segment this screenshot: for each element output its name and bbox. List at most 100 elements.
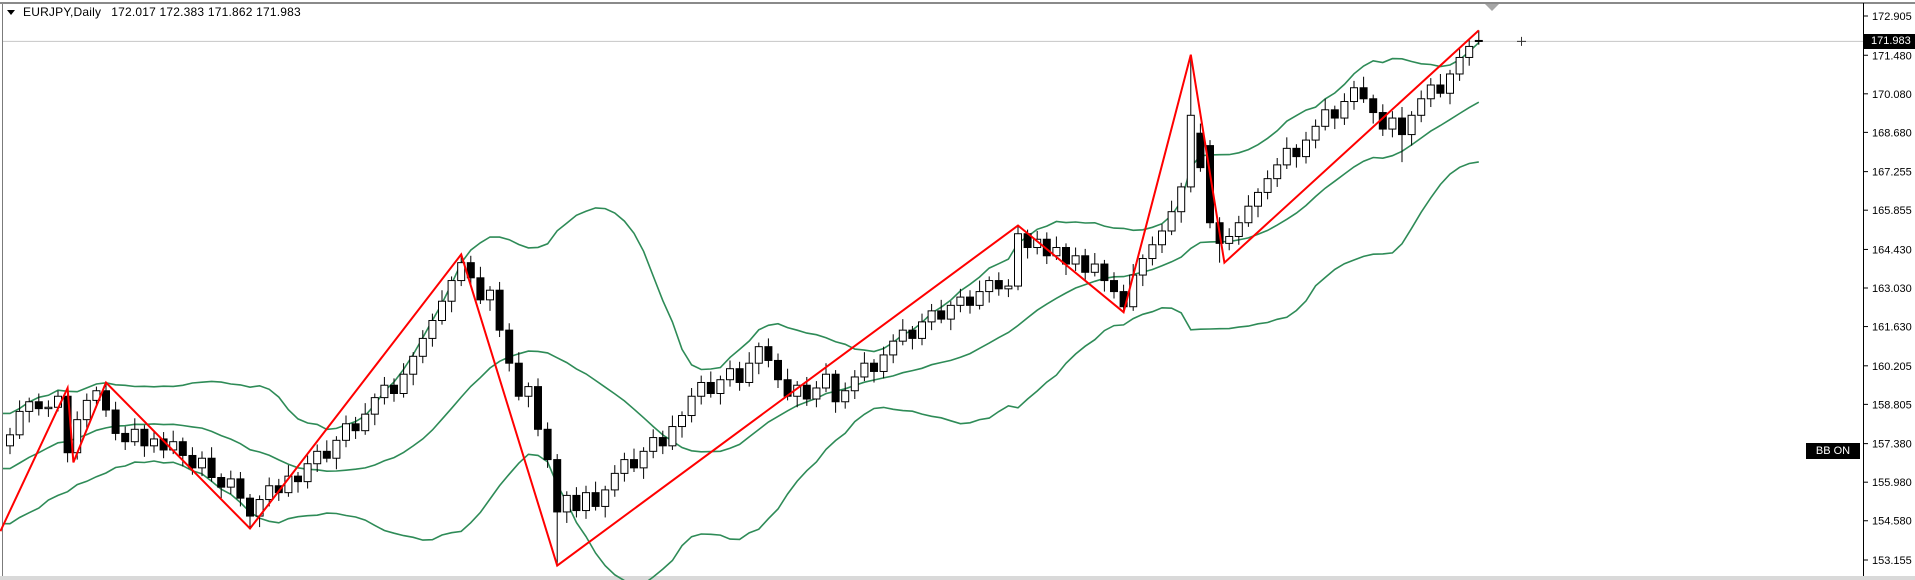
candle-body [217, 477, 226, 488]
candle-body [486, 289, 494, 301]
candle-body [207, 457, 216, 479]
candle-body [620, 459, 629, 474]
axis-tick-label: 163.030 [1872, 283, 1912, 295]
candle-body [850, 376, 859, 392]
bollinger-middle-band [3, 101, 1480, 473]
candle-body [937, 310, 946, 320]
zigzag-line [0, 29, 1480, 568]
candle-body [994, 280, 1003, 290]
candle-body [121, 432, 130, 443]
price-axis[interactable]: 172.905 171.480 170.080 168.680 167.255 165.8… [1863, 3, 1912, 576]
candle-body [1359, 87, 1368, 100]
candle-body [505, 329, 514, 364]
candle-body [226, 478, 235, 488]
candle-body [1455, 56, 1464, 75]
candle-body [543, 428, 552, 461]
candle-body [745, 362, 754, 383]
candle-body [956, 296, 965, 306]
current-price-tag: 171.983 [1864, 34, 1915, 49]
axis-tick-label: 158.805 [1872, 399, 1912, 411]
symbol-dropdown-icon[interactable] [7, 9, 15, 15]
candle-body [908, 329, 917, 339]
candle-body [1071, 255, 1080, 265]
candle-body [927, 310, 936, 323]
candle-body [428, 320, 437, 339]
candle-body [1474, 39, 1483, 42]
candle-body [361, 413, 370, 432]
candle-body [44, 406, 53, 410]
candle-body [802, 384, 811, 400]
candle-body [466, 262, 475, 279]
candle-body [860, 362, 869, 378]
candle-body [1417, 98, 1426, 116]
candle-body [1388, 117, 1397, 130]
axis-tick-label: 164.430 [1872, 244, 1912, 256]
candle-body [82, 399, 91, 421]
candle-body [1148, 244, 1157, 260]
candle-body [178, 441, 187, 456]
candle-body [1340, 101, 1349, 119]
candle-body [1158, 230, 1166, 246]
candle-body [476, 277, 485, 301]
candle-body [380, 384, 389, 399]
axis-tick-label: 168.680 [1872, 127, 1912, 139]
symbol-period-label: EURJPY,Daily [23, 5, 102, 19]
candle-body [34, 401, 43, 410]
candle-body [812, 387, 821, 400]
candle-body [322, 450, 331, 459]
candle-body [687, 395, 696, 417]
candle-body [332, 439, 341, 459]
candle-body [658, 437, 667, 447]
candle-body [966, 296, 974, 306]
candle-body [1465, 45, 1474, 58]
candle-body [1234, 222, 1243, 237]
candle-body [946, 304, 955, 320]
candle-body [1004, 285, 1013, 290]
candle-body [236, 478, 245, 499]
chart-shift-marker-icon[interactable] [1485, 4, 1499, 11]
candle-body [639, 450, 648, 469]
candle-body [1263, 178, 1272, 193]
candle-body [514, 362, 523, 397]
axis-tick-label: 172.905 [1872, 11, 1912, 23]
candle-body [610, 472, 619, 491]
candle-body [102, 390, 110, 411]
candle-body [1311, 125, 1320, 141]
candle-body [6, 434, 14, 447]
candle-body [1014, 233, 1022, 287]
candle-body [630, 459, 638, 469]
candle-body [1081, 255, 1090, 273]
candle-body [140, 428, 149, 447]
candle-body [1206, 145, 1214, 224]
axis-tick-label: 167.255 [1872, 167, 1912, 179]
chart-header: EURJPY,Daily 172.017 172.383 171.862 171… [7, 5, 301, 19]
candle-body [668, 426, 677, 447]
axis-tick-label: 160.205 [1872, 361, 1912, 373]
bollinger-bands [3, 42, 1480, 580]
candle-body [678, 415, 686, 428]
window-left-border [2, 4, 3, 576]
candle-body [409, 355, 418, 375]
candle-body [495, 289, 504, 331]
candle-body [294, 475, 302, 483]
candle-body [870, 362, 878, 372]
candle-body [303, 463, 312, 483]
candle-body [879, 354, 888, 372]
axis-tick-label: 161.630 [1872, 322, 1912, 334]
candle-body [985, 280, 994, 293]
bb-toggle-button[interactable]: BB ON [1806, 443, 1860, 459]
candle-body [342, 423, 350, 441]
candle-body [841, 390, 850, 403]
candle-body [150, 438, 158, 447]
axis-tick-label: 157.380 [1872, 439, 1912, 451]
candle-body [25, 401, 34, 412]
candle-body [1282, 147, 1291, 166]
candle-body [390, 384, 398, 394]
candle-body [975, 291, 984, 306]
candle-body [1446, 73, 1454, 94]
candle-body [716, 379, 725, 394]
candle-body [918, 321, 926, 339]
candle-body [601, 489, 610, 507]
